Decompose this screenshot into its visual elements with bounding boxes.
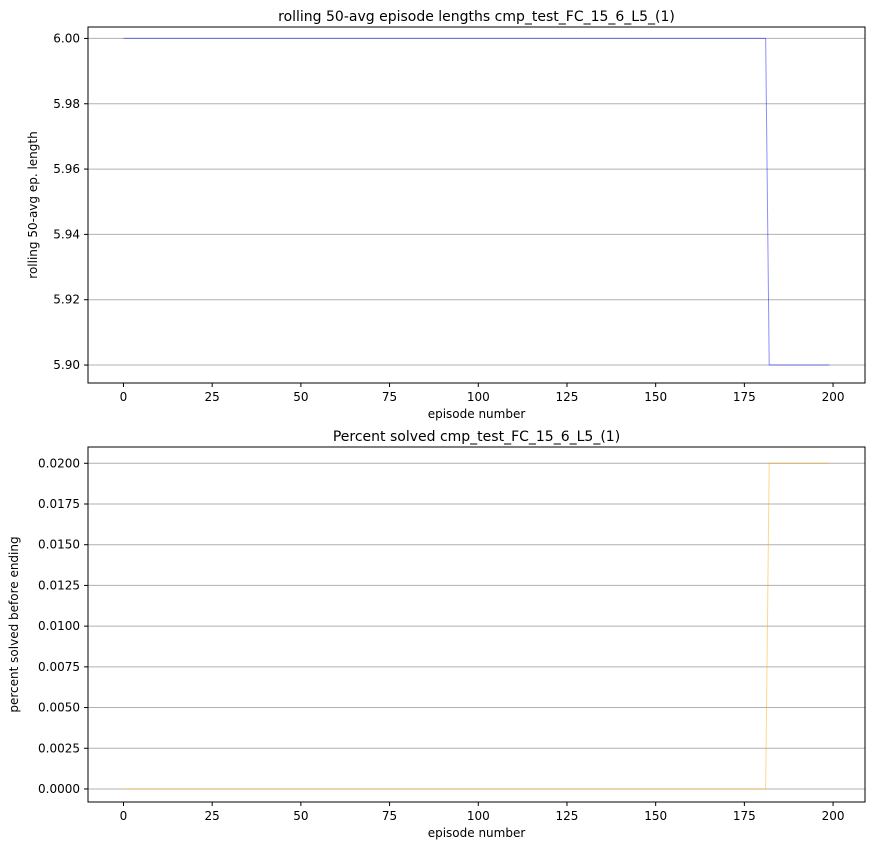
chart-episode-lengths: 0 25 50 75 100 125 150 175 200 5.90 5.92 5.94 5.96 5.…: [26, 9, 866, 421]
x-tick-label: 0: [120, 809, 128, 823]
y-tick-label: 5.92: [53, 293, 80, 307]
x-axis-label: episode number: [428, 826, 526, 840]
chart-title: Percent solved cmp_test_FC_15_6_L5_(1): [333, 429, 620, 445]
y-tick-label: 0.0000: [38, 782, 80, 796]
x-tick-label: 125: [556, 809, 579, 823]
y-tick-label: 0.0025: [38, 741, 80, 755]
y-tick-label: 5.96: [53, 162, 80, 176]
x-tick-label: 25: [205, 809, 220, 823]
x-axis-label: episode number: [428, 407, 526, 421]
y-tick-label: 0.0175: [38, 497, 80, 511]
x-tick-label: 175: [733, 809, 756, 823]
y-axis-label: percent solved before ending: [7, 536, 21, 712]
y-tick-label: 0.0100: [38, 619, 80, 633]
plot-frame: [87, 26, 866, 384]
y-tick-label: 6.00: [53, 31, 80, 45]
x-tick-label: 100: [467, 809, 490, 823]
chart-percent-solved: 0 25 50 75 100 125 150 175 200 0.0000 0.0025 0.0050…: [7, 429, 866, 840]
y-tick-label: 0.0075: [38, 660, 80, 674]
x-tick-label: 100: [467, 390, 490, 404]
x-tick-label: 200: [822, 809, 845, 823]
y-axis-label: rolling 50-avg ep. length: [26, 131, 40, 278]
x-tick-label: 125: [556, 390, 579, 404]
x-tick-label: 50: [293, 809, 308, 823]
plot-frame: [87, 446, 866, 803]
chart-title: rolling 50-avg episode lengths cmp_test_…: [278, 9, 675, 25]
y-tick-label: 0.0050: [38, 701, 80, 715]
x-tick-label: 175: [733, 390, 756, 404]
y-tick-label: 5.94: [53, 227, 80, 241]
x-tick-label: 0: [120, 390, 128, 404]
x-tick-label: 50: [293, 390, 308, 404]
x-tick-label: 150: [644, 809, 667, 823]
x-tick-label: 25: [205, 390, 220, 404]
x-tick-label: 75: [382, 809, 397, 823]
y-tick-label: 5.98: [53, 97, 80, 111]
x-tick-label: 150: [644, 390, 667, 404]
y-tick-label: 0.0125: [38, 578, 80, 592]
y-tick-label: 0.0200: [38, 456, 80, 470]
y-tick-label: 0.0150: [38, 538, 80, 552]
x-tick-label: 200: [822, 390, 845, 404]
series-line: [123, 462, 830, 790]
series-line: [123, 37, 830, 366]
x-tick-label: 75: [382, 390, 397, 404]
y-tick-label: 5.90: [53, 358, 80, 372]
